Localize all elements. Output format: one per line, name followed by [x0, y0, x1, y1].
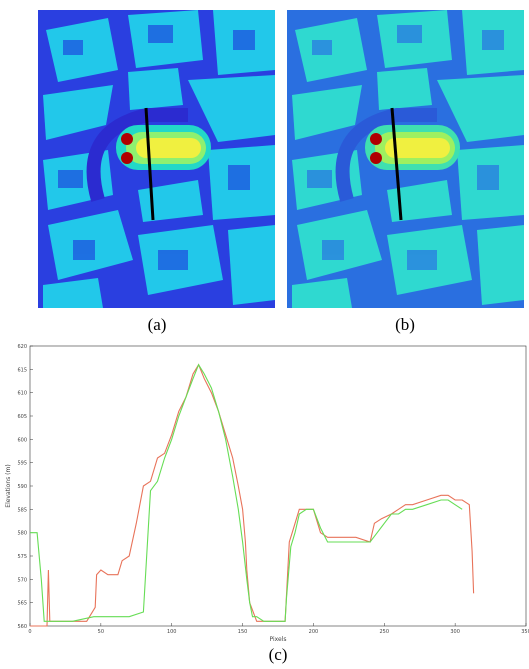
- x-tick-label: 100: [167, 629, 177, 635]
- x-axis-label: Pixels: [269, 636, 286, 643]
- x-tick-label: 350: [521, 629, 529, 635]
- dome-building: [116, 125, 211, 170]
- building-shadows: [307, 25, 504, 270]
- x-tick-label: 0: [28, 629, 31, 635]
- caption-b: (b): [395, 315, 415, 334]
- x-axis-ticks: 0 50 100 150 200 250 300 350: [28, 623, 529, 635]
- x-tick-label: 50: [98, 629, 104, 635]
- building-shadows: [58, 25, 255, 270]
- x-tick-label: 150: [238, 629, 248, 635]
- profile-line: [144, 107, 155, 221]
- y-tick-label: 565: [17, 601, 27, 607]
- y-tick-label: 560: [17, 624, 27, 630]
- y-tick-label: 595: [17, 461, 27, 467]
- y-axis-label: Elevations (m): [5, 464, 12, 507]
- x-tick-label: 300: [450, 629, 460, 635]
- y-tick-label: 615: [17, 367, 27, 373]
- y-tick-label: 610: [17, 391, 27, 397]
- y-tick-label: 620: [17, 344, 27, 350]
- y-tick-label: 570: [17, 577, 27, 583]
- building-blocks: [292, 10, 524, 308]
- caption-a: (a): [147, 315, 167, 334]
- elevation-map-b: [287, 10, 524, 308]
- profile-line: [390, 107, 403, 221]
- series-line-1: [30, 363, 475, 627]
- dome-building: [365, 125, 460, 170]
- caption-c: (c): [268, 645, 288, 664]
- x-tick-label: 200: [309, 629, 319, 635]
- series-layer: [30, 363, 475, 627]
- y-tick-label: 605: [17, 414, 27, 420]
- elevation-profile-chart: 560565570575580585590595600605610615620 …: [5, 344, 529, 643]
- plot-area: [29, 345, 527, 627]
- y-tick-label: 600: [17, 437, 27, 443]
- y-tick-label: 590: [17, 484, 27, 490]
- series-line-2: [30, 363, 463, 622]
- y-tick-label: 585: [17, 507, 27, 513]
- x-tick-label: 250: [380, 629, 390, 635]
- roundabout-track: [86, 108, 188, 202]
- y-axis-ticks: 560 565 570 575 580 585 590 595 600 605 610 615 620: [17, 344, 33, 630]
- y-tick-label: 575: [17, 554, 27, 560]
- y-tick-label: 580: [17, 531, 27, 537]
- elevation-map-a: [38, 10, 275, 308]
